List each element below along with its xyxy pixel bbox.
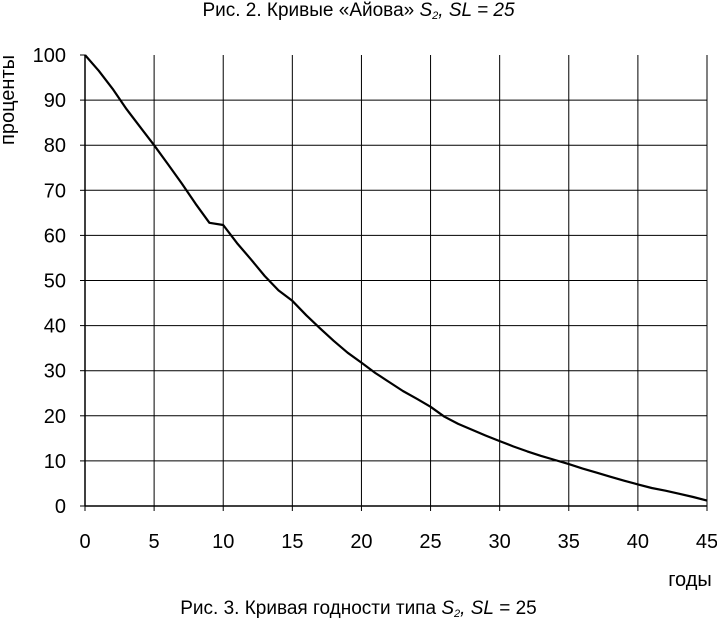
caption-bottom-text: Рис. 3. Кривая годности типа [180, 598, 442, 619]
y-tick-label: 100 [33, 45, 66, 67]
x-tick-label: 5 [149, 531, 160, 553]
caption-bottom-s-letter: S [441, 598, 455, 619]
y-axis-title: проценты [0, 55, 19, 145]
x-tick-label: 45 [696, 531, 717, 553]
axes [80, 54, 708, 511]
x-tick-label: 35 [558, 531, 580, 553]
x-tick-label: 20 [350, 531, 372, 553]
grid [85, 55, 708, 506]
y-tick-label: 20 [44, 406, 66, 428]
series-layer [84, 54, 708, 502]
y-tick-label: 60 [44, 225, 66, 247]
x-axis-title: годы [668, 569, 712, 591]
y-tick-label: 80 [44, 135, 66, 157]
y-tick-label: 70 [44, 180, 66, 202]
caption-bottom-sl: , SL [460, 598, 494, 619]
y-tick-label: 10 [44, 451, 66, 473]
caption-bottom-s-subscript: 2 [454, 608, 461, 620]
caption-bottom-suffix: = 25 [493, 598, 537, 619]
caption-top-text: Рис. 2. Кривые «Айова» [202, 0, 420, 21]
y-tick-label: 50 [44, 271, 66, 293]
figure-caption-top: Рис. 2. Кривые «Айова» S2, SL = 25 [0, 0, 717, 22]
figure-caption-bottom: Рис. 3. Кривая годности типа S2, SL = 25 [0, 598, 717, 620]
x-tick-label: 25 [419, 531, 441, 553]
y-tick-label: 90 [44, 90, 66, 112]
caption-top-s-letter: S [419, 0, 433, 21]
survivor-curve-line [84, 54, 708, 502]
x-tick-label: 40 [627, 531, 649, 553]
x-tick-label: 30 [489, 531, 511, 553]
x-tick-label: 0 [79, 531, 90, 553]
tick-labels: 0 5 10 15 20 25 30 35 40 45 0 10 20 30 40 50 60 70 80 90 100 [33, 45, 717, 553]
y-tick-label: 0 [55, 496, 66, 518]
x-tick-label: 10 [212, 531, 234, 553]
y-tick-label: 40 [44, 316, 66, 338]
x-tick-label: 15 [281, 531, 303, 553]
caption-top-suffix: , SL = 25 [438, 0, 515, 21]
y-tick-label: 30 [44, 361, 66, 383]
caption-top-s-subscript: 2 [432, 10, 439, 22]
